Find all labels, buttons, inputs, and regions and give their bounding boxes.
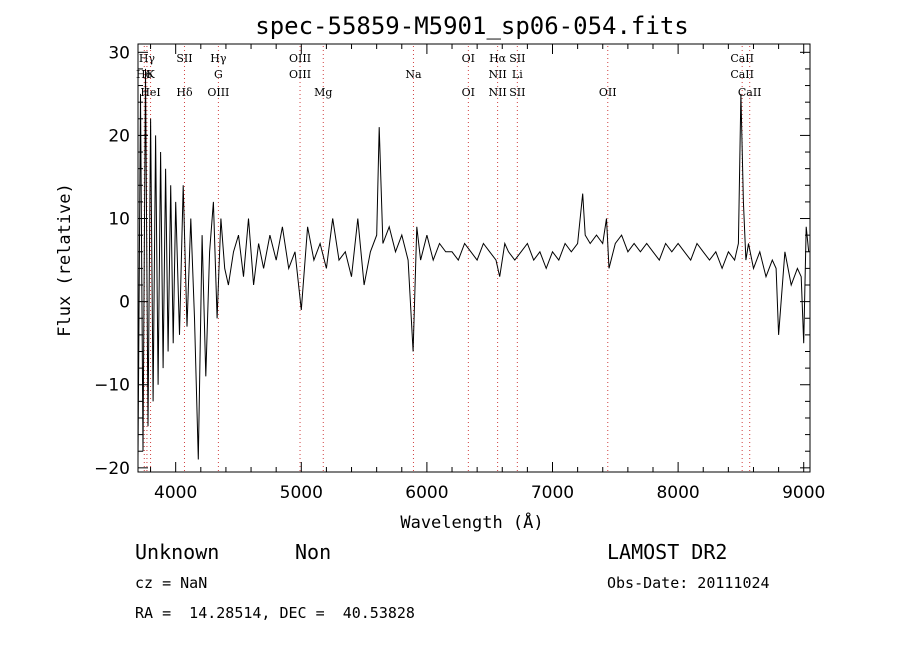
chart-title: spec-55859-M5901_sp06-054.fits	[255, 12, 688, 40]
y-tick-label: −10	[94, 376, 130, 396]
x-tick-label: 6000	[405, 483, 448, 503]
y-tick-label: 30	[108, 43, 130, 63]
spectral-line-label: CaII	[730, 68, 754, 81]
spectral-line-label: SII	[509, 86, 525, 99]
spectral-line-label: HeI	[140, 86, 160, 99]
spectral-line-label: Na	[405, 68, 422, 81]
spectral-line-label: H6	[136, 68, 153, 81]
object-subclass: Non	[295, 540, 332, 564]
spectral-line-label: OIII	[289, 68, 311, 81]
spectral-line-label: Hδ	[176, 86, 193, 99]
spectral-line-label: Hγ	[139, 52, 156, 65]
y-axis-label: Flux (relative)	[55, 183, 75, 337]
spectral-line-label: Hα	[489, 52, 507, 65]
survey-name: LAMOST DR2	[607, 540, 728, 564]
spectral-line-label: SII	[509, 52, 525, 65]
spectral-line-label: CaII	[738, 86, 762, 99]
y-tick-label: −20	[94, 459, 130, 479]
spectral-line-label: SII	[176, 52, 192, 65]
spectral-line-label: OI	[462, 52, 475, 65]
spectrum-series-line	[137, 68, 810, 460]
plot-frame	[137, 43, 811, 473]
spectral-line-label: Mg	[314, 86, 332, 99]
obs-date: Obs-Date: 20111024	[607, 574, 770, 592]
spectral-line-label: NII	[488, 86, 506, 99]
spectral-line-label: OIII	[207, 86, 229, 99]
axes-layer: 4000 5000 6000 7000 8000 9000 −20 −10 0 10 20 30	[94, 43, 825, 503]
coordinates: RA = 14.28514, DEC = 40.53828	[135, 604, 415, 622]
spectral-line-label: Li	[512, 68, 523, 81]
spectral-line-label: OII	[599, 86, 617, 99]
cz-value: cz = NaN	[135, 574, 208, 592]
x-tick-label: 7000	[531, 483, 574, 503]
spectral-lines-layer: HγH6KHeISIIHδHγGOIIIOIIIOIIIMgNaOIOIHαNI…	[136, 46, 762, 472]
spectral-line-label: G	[214, 68, 223, 81]
spectral-line-label: CaII	[730, 52, 754, 65]
y-tick-label: 10	[108, 210, 130, 230]
spectral-line-label: OIII	[289, 52, 311, 65]
x-tick-label: 5000	[280, 483, 323, 503]
spectral-line-label: K	[146, 68, 155, 81]
x-tick-label: 8000	[656, 483, 699, 503]
x-tick-label: 4000	[154, 483, 197, 503]
y-tick-label: 20	[108, 126, 130, 146]
spectral-line-label: Hγ	[210, 52, 227, 65]
x-axis-label: Wavelength (Å)	[400, 511, 543, 533]
series-layer	[137, 68, 810, 460]
spectral-line-label: OI	[462, 86, 475, 99]
spectral-line-label: NII	[488, 68, 506, 81]
object-class: Unknown	[135, 540, 220, 564]
x-tick-label: 9000	[782, 483, 825, 503]
y-tick-label: 0	[119, 293, 130, 313]
